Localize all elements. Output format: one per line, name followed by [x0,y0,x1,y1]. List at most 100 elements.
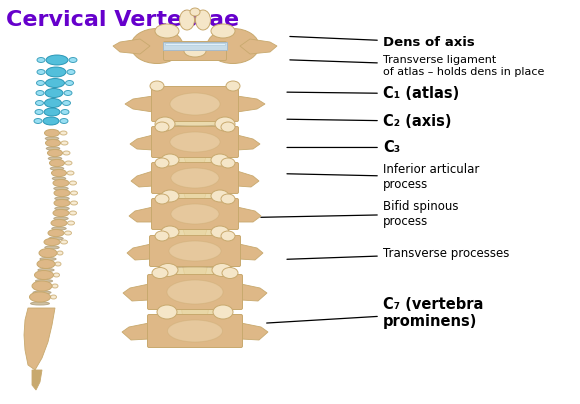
Ellipse shape [53,209,69,217]
Ellipse shape [170,93,220,115]
Ellipse shape [50,167,64,170]
Ellipse shape [60,118,68,124]
Ellipse shape [211,190,229,202]
Ellipse shape [51,219,67,227]
Ellipse shape [170,132,220,152]
Polygon shape [32,370,42,390]
Ellipse shape [155,231,169,241]
Ellipse shape [211,154,229,166]
Polygon shape [237,96,265,112]
Ellipse shape [70,211,77,215]
Polygon shape [125,96,153,112]
Ellipse shape [55,262,61,266]
Ellipse shape [54,200,70,206]
Ellipse shape [155,194,169,204]
Ellipse shape [159,229,231,237]
FancyBboxPatch shape [151,86,238,122]
Ellipse shape [34,271,53,280]
Ellipse shape [61,141,68,145]
Text: Transverse processes: Transverse processes [287,247,509,260]
Ellipse shape [169,241,221,261]
Ellipse shape [36,90,44,95]
Polygon shape [127,244,151,260]
Polygon shape [182,263,208,285]
Ellipse shape [184,45,206,57]
Ellipse shape [54,217,68,220]
Ellipse shape [40,257,56,261]
Ellipse shape [32,281,52,291]
Ellipse shape [45,246,59,249]
Ellipse shape [221,158,235,168]
Ellipse shape [155,122,169,132]
Ellipse shape [45,129,60,137]
Polygon shape [122,323,149,340]
Polygon shape [237,207,261,222]
Ellipse shape [221,231,235,241]
Ellipse shape [67,221,74,225]
Ellipse shape [35,101,44,105]
Ellipse shape [190,8,200,16]
Text: C₇ (vertebra
prominens): C₇ (vertebra prominens) [267,297,483,329]
Ellipse shape [35,109,43,114]
Ellipse shape [159,118,231,126]
Ellipse shape [52,169,67,177]
Ellipse shape [50,295,56,299]
Ellipse shape [158,263,178,276]
Ellipse shape [158,267,232,275]
Polygon shape [239,244,263,260]
Ellipse shape [37,69,45,74]
Polygon shape [181,306,209,338]
FancyBboxPatch shape [164,42,227,61]
Text: Transverse ligament
of atlas – holds dens in place: Transverse ligament of atlas – holds den… [290,55,544,77]
Polygon shape [113,39,150,54]
Text: Inferior articular
process: Inferior articular process [287,163,479,191]
Text: Bifid spinous
process: Bifid spinous process [261,200,458,228]
Ellipse shape [67,171,74,175]
Ellipse shape [52,284,58,288]
Ellipse shape [54,187,68,190]
Text: C₁ (atlas): C₁ (atlas) [287,86,459,101]
Ellipse shape [52,227,66,230]
Ellipse shape [45,139,60,147]
Polygon shape [241,284,267,301]
Ellipse shape [54,189,70,197]
Ellipse shape [57,251,63,255]
Ellipse shape [55,197,69,200]
Polygon shape [131,171,153,187]
Ellipse shape [215,117,235,131]
Ellipse shape [44,108,60,116]
Text: C₃: C₃ [287,140,400,155]
Ellipse shape [30,292,50,302]
Ellipse shape [155,117,175,131]
Ellipse shape [222,267,238,278]
FancyBboxPatch shape [150,236,241,267]
Polygon shape [183,190,207,208]
Ellipse shape [71,201,78,205]
Polygon shape [237,171,259,187]
Ellipse shape [38,269,54,271]
Ellipse shape [64,231,71,235]
Ellipse shape [48,229,64,237]
Ellipse shape [226,81,240,91]
Ellipse shape [171,204,219,224]
Ellipse shape [34,118,42,124]
Ellipse shape [46,55,68,65]
Ellipse shape [161,154,179,166]
Ellipse shape [171,168,219,188]
Polygon shape [241,323,268,340]
Ellipse shape [131,29,183,63]
Ellipse shape [45,99,61,107]
Ellipse shape [43,117,59,125]
Polygon shape [237,135,260,150]
Ellipse shape [221,194,235,204]
Polygon shape [129,207,153,222]
Ellipse shape [168,320,223,342]
Ellipse shape [37,259,55,269]
Ellipse shape [221,122,235,132]
Ellipse shape [70,181,77,185]
Ellipse shape [161,226,179,238]
Ellipse shape [61,109,69,114]
Ellipse shape [45,137,59,140]
Ellipse shape [49,237,63,240]
Ellipse shape [53,179,69,187]
